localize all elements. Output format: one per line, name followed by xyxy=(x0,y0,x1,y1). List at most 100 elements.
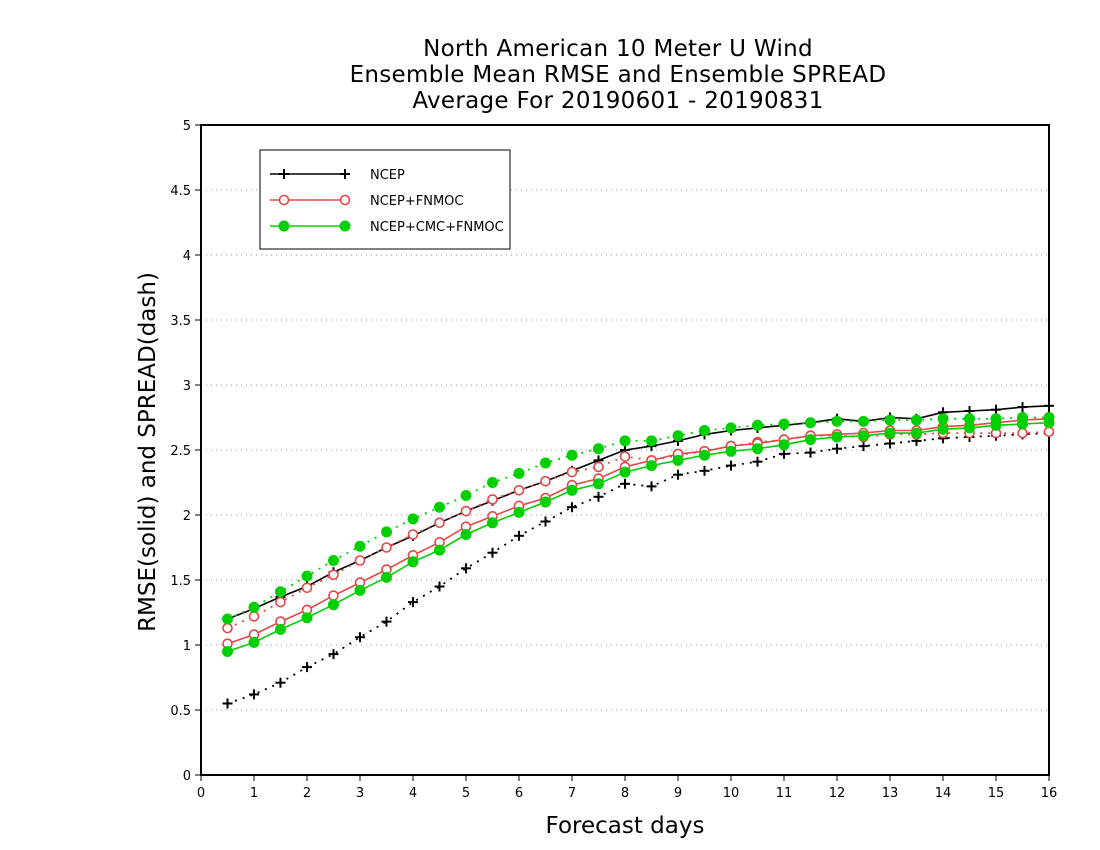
series-2-rmse-point xyxy=(964,422,975,434)
series-2-spread-point xyxy=(646,435,657,447)
y-tick-label: 1.5 xyxy=(170,574,191,589)
series-1-rmse-line xyxy=(227,418,1050,645)
y-tick-label: 0 xyxy=(183,769,191,784)
y-tick-label: 3.5 xyxy=(170,314,191,329)
series-2-rmse-point xyxy=(831,431,843,443)
series-0-spread-point xyxy=(514,530,524,541)
series-1-spread-point xyxy=(619,451,631,462)
x-tick-label: 15 xyxy=(988,786,1005,801)
series-2-spread-point xyxy=(487,477,498,488)
series-0-spread-point xyxy=(752,456,763,467)
series-1-spread-point xyxy=(275,596,286,608)
series-2-spread-point xyxy=(248,601,260,613)
axes: 00.511.522.533.544.550 1 2 3 4 5 6 7 8 9 10 11 12 13 1… xyxy=(170,119,1057,801)
x-tick-label: 10 xyxy=(723,786,740,801)
series-1-spread-point xyxy=(381,542,392,553)
series-2-spread-point xyxy=(540,457,551,469)
y-tick-label: 3 xyxy=(183,379,191,394)
series-2-rmse-point xyxy=(513,506,525,518)
series-2-rmse-point xyxy=(858,430,869,442)
series-0-spread-point xyxy=(726,460,736,471)
series-0-rmse-point xyxy=(1044,400,1054,411)
series-2-spread-point xyxy=(328,555,339,566)
x-tick-label: 3 xyxy=(356,786,364,801)
y-tick-label: 4 xyxy=(183,249,191,264)
y-tick-label: 2 xyxy=(183,509,191,524)
series-2-spread-point xyxy=(619,435,631,447)
series-0-spread-point xyxy=(434,581,445,592)
series-2-rmse-point xyxy=(407,556,419,568)
series-2-spread-point xyxy=(672,430,684,442)
legend-label: NCEP+CMC+FNMOC xyxy=(370,220,504,235)
series-2-rmse-point xyxy=(354,584,366,596)
series-1-spread-point xyxy=(593,461,604,473)
series-2-spread-point xyxy=(884,414,896,426)
series-2-rmse-point xyxy=(699,449,710,461)
legend: NCEP NCEP+FNMOC NCEP+CMC+FNMOC xyxy=(259,149,511,250)
series-1-spread-point xyxy=(540,475,551,487)
series-0-spread-point xyxy=(779,448,789,459)
x-tick-label: 4 xyxy=(409,786,417,801)
series-2-rmse-point xyxy=(593,478,604,490)
series-0-spread-point xyxy=(249,689,259,700)
series-0-spread-point xyxy=(885,438,895,449)
series-1-spread-point xyxy=(460,505,472,517)
legend-marker-right xyxy=(340,169,350,179)
series-2-spread-point xyxy=(699,425,710,436)
series-2-rmse-point xyxy=(1043,417,1055,429)
series-0-spread-point xyxy=(567,502,577,513)
x-axis-label: Forecast days xyxy=(546,813,705,839)
series-2-rmse-point xyxy=(1017,418,1028,430)
series-0-spread-point xyxy=(461,563,471,574)
series-2-spread-point xyxy=(831,415,843,427)
series-0-spread-point xyxy=(487,547,498,558)
series-2-spread-point xyxy=(275,586,286,598)
series-1-spread-point xyxy=(407,529,419,540)
series-2-rmse-point xyxy=(540,496,551,508)
x-tick-label: 9 xyxy=(674,786,682,801)
x-tick-label: 0 xyxy=(197,786,205,801)
series-2-rmse-point xyxy=(301,612,313,624)
series-2-rmse-point xyxy=(937,423,949,435)
series-1-spread-point xyxy=(513,484,525,496)
series-0-spread-point xyxy=(673,469,683,480)
x-tick-label: 6 xyxy=(515,786,523,801)
series-0-spread-point xyxy=(805,447,816,458)
y-tick-label: 4.5 xyxy=(170,184,191,199)
series-2-rmse-point xyxy=(275,623,286,635)
chart-title-line-1: North American 10 Meter U Wind xyxy=(423,36,813,62)
series-1-spread-point xyxy=(301,582,313,594)
series-2-spread-point xyxy=(513,467,525,479)
legend-marker-right xyxy=(339,194,351,206)
series-1-spread-point xyxy=(354,555,366,566)
series-2-rmse-point xyxy=(460,529,472,540)
series-2-rmse-point xyxy=(487,517,498,529)
series-2-rmse-point xyxy=(646,460,657,472)
series-2-rmse-point xyxy=(248,636,260,648)
series-2-rmse-point xyxy=(884,427,896,439)
series-0-spread-point xyxy=(832,443,842,454)
x-tick-label: 13 xyxy=(882,786,899,801)
series xyxy=(222,400,1055,709)
series-2-spread-point xyxy=(778,418,790,430)
x-tick-label: 8 xyxy=(621,786,629,801)
series-2-rmse-point xyxy=(434,544,445,556)
series-0-spread-point xyxy=(593,491,604,502)
legend-marker-left xyxy=(278,194,290,206)
series-0-spread-point xyxy=(699,465,710,476)
series-1-spread-point xyxy=(434,517,445,529)
series-1-spread-point xyxy=(1017,427,1028,439)
series-2-spread-point xyxy=(937,413,949,425)
series-2-spread-point xyxy=(964,413,975,425)
legend-marker-left xyxy=(279,169,289,179)
series-2-rmse-point xyxy=(752,443,763,455)
series-1-rmse-point xyxy=(328,590,339,601)
x-tick-label: 11 xyxy=(776,786,793,801)
series-2-spread-point xyxy=(460,490,472,501)
y-axis-label: RMSE(solid) and SPREAD(dash) xyxy=(135,272,161,632)
series-1-spread-point xyxy=(222,622,233,634)
series-0-spread-point xyxy=(858,441,869,452)
x-tick-label: 7 xyxy=(568,786,576,801)
